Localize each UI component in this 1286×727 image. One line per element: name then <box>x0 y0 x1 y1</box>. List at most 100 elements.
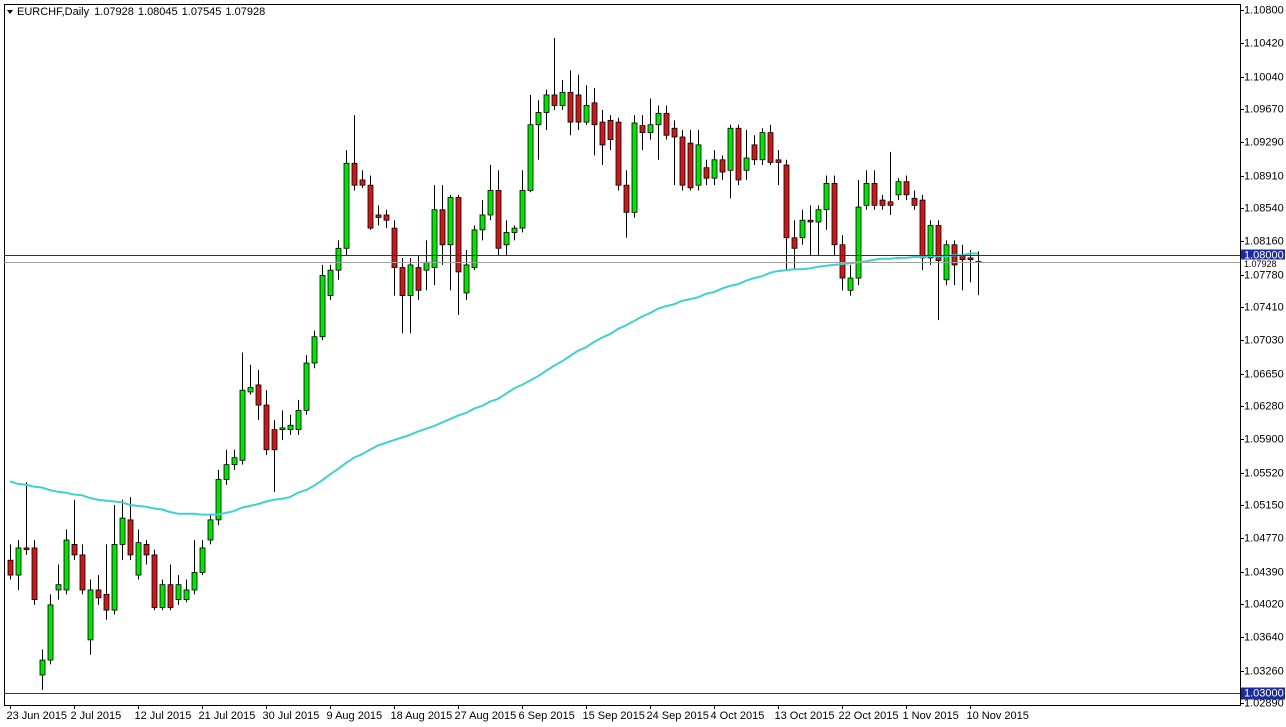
y-tick-label: 1.08540 <box>1244 202 1284 214</box>
candle-body <box>175 584 182 601</box>
moving-average <box>9 252 978 516</box>
candle-body <box>103 593 110 611</box>
candle-body <box>215 479 222 521</box>
candle-body <box>39 659 46 676</box>
y-tick-label: 1.06650 <box>1244 368 1284 380</box>
plot-frame <box>4 4 1241 706</box>
bid-label-box <box>1241 259 1285 269</box>
candle-body <box>735 127 742 181</box>
candle-body <box>543 94 550 113</box>
x-tick-label: 10 Nov 2015 <box>967 710 1029 722</box>
x-tick-label: 2 Jul 2015 <box>71 710 122 722</box>
candle-body <box>711 159 718 179</box>
y-tick-label: 1.03260 <box>1244 665 1284 677</box>
candle-body <box>783 164 790 239</box>
candle-body <box>927 225 934 259</box>
candle-body <box>47 604 54 661</box>
candle-body <box>823 183 830 211</box>
candle-body <box>831 183 838 246</box>
level-label-box <box>1241 249 1285 262</box>
candle-body <box>935 225 942 261</box>
candle-body <box>239 389 246 461</box>
y-tick-label: 1.08910 <box>1244 170 1284 182</box>
candle-body <box>431 209 438 268</box>
candle-body <box>575 94 582 123</box>
candle-body <box>359 179 366 186</box>
candle-body <box>303 362 310 411</box>
candle-body <box>847 277 854 291</box>
candle-body <box>351 162 358 186</box>
candle-body <box>855 206 862 279</box>
candle-body <box>503 232 510 246</box>
candle-body <box>591 102 598 126</box>
candle-body <box>23 547 30 551</box>
chart-title: EURCHF,Daily <box>17 6 90 18</box>
candle-body <box>223 464 230 480</box>
candle-body <box>311 336 318 364</box>
candle-body <box>655 112 662 126</box>
candle-body <box>271 429 278 451</box>
candle-body <box>511 227 518 233</box>
candle-body <box>807 219 814 223</box>
candle-body <box>167 584 174 608</box>
candle-body <box>343 162 350 249</box>
x-tick-label: 1 Nov 2015 <box>903 710 959 722</box>
candle-body <box>703 167 710 179</box>
candle-body <box>127 519 134 556</box>
candle-body <box>751 144 758 161</box>
candle-body <box>447 197 454 246</box>
candle-body <box>487 190 494 216</box>
candle-body <box>519 190 526 229</box>
menu-triangle[interactable] <box>7 10 13 14</box>
candle-body <box>767 132 774 163</box>
x-tick-label: 23 Jun 2015 <box>7 710 68 722</box>
y-tick-label: 1.05900 <box>1244 433 1284 445</box>
candle-body <box>759 132 766 161</box>
y-tick-label: 1.05150 <box>1244 499 1284 511</box>
candle-body <box>391 227 398 268</box>
candle-body <box>367 184 374 229</box>
x-tick-label: 22 Oct 2015 <box>839 710 899 722</box>
candle-body <box>439 209 446 246</box>
x-tick-label: 24 Sep 2015 <box>647 710 709 722</box>
candle-body <box>335 247 342 271</box>
candle-body <box>279 427 286 431</box>
candle-body <box>135 542 142 576</box>
candle-body <box>719 159 726 173</box>
candle-body <box>527 124 534 191</box>
candle-body <box>791 237 798 249</box>
y-tick-label: 1.08160 <box>1244 235 1284 247</box>
x-tick-label: 30 Jul 2015 <box>263 710 320 722</box>
candle-body <box>463 264 470 294</box>
y-tick-label: 1.10420 <box>1244 37 1284 49</box>
candle-body <box>623 184 630 213</box>
y-tick-label: 1.10040 <box>1244 71 1284 83</box>
y-tick-label: 1.04020 <box>1244 598 1284 610</box>
candle-body <box>71 544 78 556</box>
candle-body <box>87 589 94 641</box>
candle-body <box>903 181 910 196</box>
candle-body <box>775 159 782 163</box>
candle-body <box>15 547 22 576</box>
candle-body <box>143 544 150 556</box>
y-tick-label: 1.09290 <box>1244 136 1284 148</box>
candle-body <box>727 127 734 171</box>
last-close: 1.07928 <box>225 6 265 18</box>
y-tick-label: 1.07030 <box>1244 334 1284 346</box>
candle-body <box>247 387 254 393</box>
candle-body <box>31 547 38 601</box>
y-tick-label: 1.10800 <box>1244 4 1284 16</box>
candle-body <box>399 267 406 296</box>
y-tick-label: 1.09670 <box>1244 103 1284 115</box>
candle-body <box>631 122 638 213</box>
x-tick-label: 18 Aug 2015 <box>391 710 453 722</box>
candle-body <box>79 554 86 591</box>
x-tick-label: 15 Sep 2015 <box>583 710 645 722</box>
last-high: 1.08045 <box>138 6 178 18</box>
candle-body <box>639 125 646 134</box>
candle-body <box>263 404 270 451</box>
candle-body <box>327 269 334 296</box>
y-tick-label: 1.04390 <box>1244 566 1284 578</box>
y-tick-label: 1.04770 <box>1244 532 1284 544</box>
candle-body <box>615 121 622 186</box>
